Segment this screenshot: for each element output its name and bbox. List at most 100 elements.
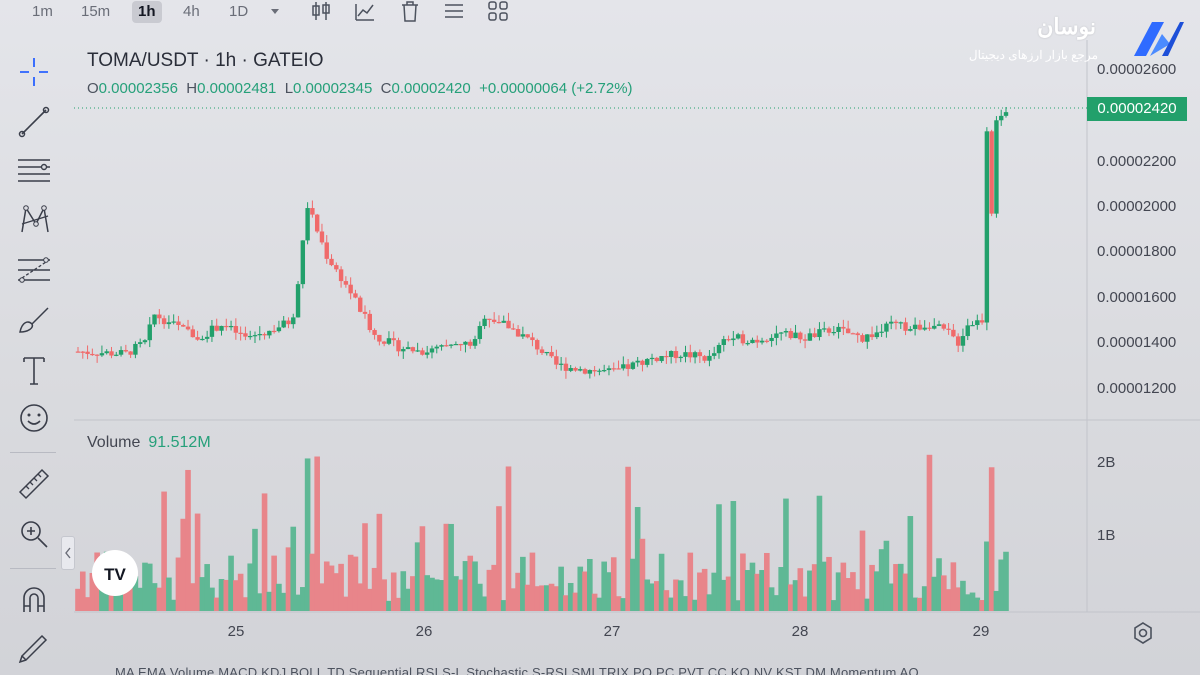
candles bbox=[75, 106, 1009, 379]
volume-bar bbox=[926, 454, 933, 611]
candle-body bbox=[850, 333, 856, 335]
volume-bar bbox=[424, 575, 430, 611]
candle-body bbox=[267, 330, 272, 336]
timeframe-1h[interactable]: 1h bbox=[132, 1, 162, 23]
candle-body bbox=[625, 364, 631, 369]
candle-body bbox=[147, 324, 152, 341]
zoom-icon[interactable] bbox=[16, 516, 52, 552]
timeframe-1d[interactable]: 1D bbox=[229, 3, 249, 20]
candles-icon[interactable] bbox=[308, 0, 334, 24]
timeframe-1m[interactable]: 1m bbox=[32, 3, 53, 20]
volume-bar bbox=[386, 600, 392, 611]
volume-bar bbox=[620, 598, 627, 611]
volume-bar bbox=[955, 587, 961, 611]
candle-body bbox=[185, 326, 191, 330]
volume-bar bbox=[998, 559, 1005, 611]
magnet-icon[interactable] bbox=[16, 582, 52, 618]
volume-bar bbox=[357, 583, 364, 611]
volume-bar bbox=[979, 600, 985, 611]
volume-bar bbox=[969, 592, 976, 611]
pencil-lock-icon[interactable] bbox=[16, 628, 52, 664]
volume-bar bbox=[960, 580, 966, 611]
candle-body bbox=[491, 319, 497, 322]
emoji-icon[interactable] bbox=[16, 400, 52, 436]
symbol-title[interactable]: TOMA/USDT · 1h · GATEIO bbox=[87, 50, 324, 71]
volume-label: Volume bbox=[87, 434, 141, 451]
tradingview-logo[interactable]: TV bbox=[92, 550, 138, 596]
candle-body bbox=[898, 322, 903, 324]
candle-body bbox=[248, 335, 253, 338]
chevron-down-icon[interactable] bbox=[262, 0, 288, 24]
indicators-list[interactable]: MA EMA Volume MACD KDJ BOLL TD Sequentia… bbox=[115, 665, 919, 675]
volume-bar bbox=[649, 583, 655, 611]
volume-bar bbox=[596, 597, 603, 611]
trash-icon[interactable] bbox=[397, 0, 423, 24]
volume-bar bbox=[615, 596, 622, 611]
toolbar-divider bbox=[10, 452, 56, 453]
volume-bar bbox=[859, 530, 866, 611]
candle-body bbox=[606, 368, 612, 371]
volume-bar bbox=[874, 571, 880, 611]
text-icon[interactable] bbox=[16, 352, 52, 388]
volume-bar bbox=[213, 597, 220, 611]
list-icon[interactable] bbox=[441, 0, 467, 24]
collapse-toolbar-button[interactable] bbox=[61, 536, 75, 570]
candle-body bbox=[745, 343, 750, 345]
volume-bar bbox=[376, 513, 383, 611]
volume-bar bbox=[352, 556, 359, 611]
candle-body bbox=[544, 351, 549, 354]
candle-body bbox=[94, 354, 100, 356]
volume-bar bbox=[333, 573, 340, 611]
volume-bar bbox=[89, 572, 96, 611]
candle-body bbox=[893, 321, 899, 324]
volume-bar bbox=[381, 579, 387, 611]
volume-bar bbox=[500, 600, 507, 611]
pattern-icon[interactable] bbox=[16, 202, 52, 238]
volume-bar bbox=[429, 577, 435, 611]
brush-icon[interactable] bbox=[16, 302, 52, 338]
horizontal-lines-icon[interactable] bbox=[16, 152, 52, 188]
ruler-icon[interactable] bbox=[16, 466, 52, 502]
volume-bar bbox=[716, 504, 722, 611]
trendline-icon[interactable] bbox=[16, 104, 52, 140]
volume-bar bbox=[99, 580, 105, 611]
candle-body bbox=[783, 331, 789, 333]
candle-body bbox=[975, 320, 980, 326]
candle-body bbox=[793, 332, 798, 339]
brand-name: نوسان bbox=[1037, 14, 1096, 39]
candle-body bbox=[391, 338, 396, 341]
last-price-tag: 0.00002420 bbox=[1087, 97, 1187, 121]
price-axis-label: 0.00002200 bbox=[1097, 153, 1176, 170]
volume-bar bbox=[1003, 551, 1009, 611]
candle-body bbox=[587, 370, 593, 374]
candle-body bbox=[817, 329, 822, 338]
candle-body bbox=[941, 324, 947, 329]
candle-body bbox=[114, 354, 119, 356]
volume-bar bbox=[558, 566, 564, 611]
fib-icon[interactable] bbox=[16, 252, 52, 288]
candle-body bbox=[468, 341, 473, 346]
volume-bar bbox=[936, 558, 942, 611]
volume-bar bbox=[414, 542, 421, 611]
volume-value: 91.512M bbox=[148, 434, 211, 451]
volume-bar bbox=[883, 540, 890, 611]
indicators-icon[interactable] bbox=[352, 0, 378, 24]
volume-bar bbox=[835, 572, 842, 611]
volume-legend[interactable]: Volume 91.512M bbox=[87, 434, 211, 452]
volume-bar bbox=[170, 599, 177, 611]
settings-gear-icon[interactable] bbox=[1130, 620, 1156, 646]
candle-body bbox=[219, 325, 224, 331]
candle-body bbox=[80, 351, 85, 353]
volume-bar bbox=[749, 562, 756, 611]
candle-body bbox=[664, 356, 669, 358]
timeframe-15m[interactable]: 15m bbox=[81, 3, 111, 20]
crosshair-icon[interactable] bbox=[16, 54, 52, 90]
volume-bar bbox=[735, 600, 741, 611]
volume-bar bbox=[190, 583, 196, 611]
volume-bar bbox=[328, 565, 335, 611]
grid-icon[interactable] bbox=[485, 0, 511, 24]
candle-body bbox=[740, 334, 746, 344]
timeframe-4h[interactable]: 4h bbox=[183, 3, 200, 20]
candle-body bbox=[841, 326, 846, 329]
